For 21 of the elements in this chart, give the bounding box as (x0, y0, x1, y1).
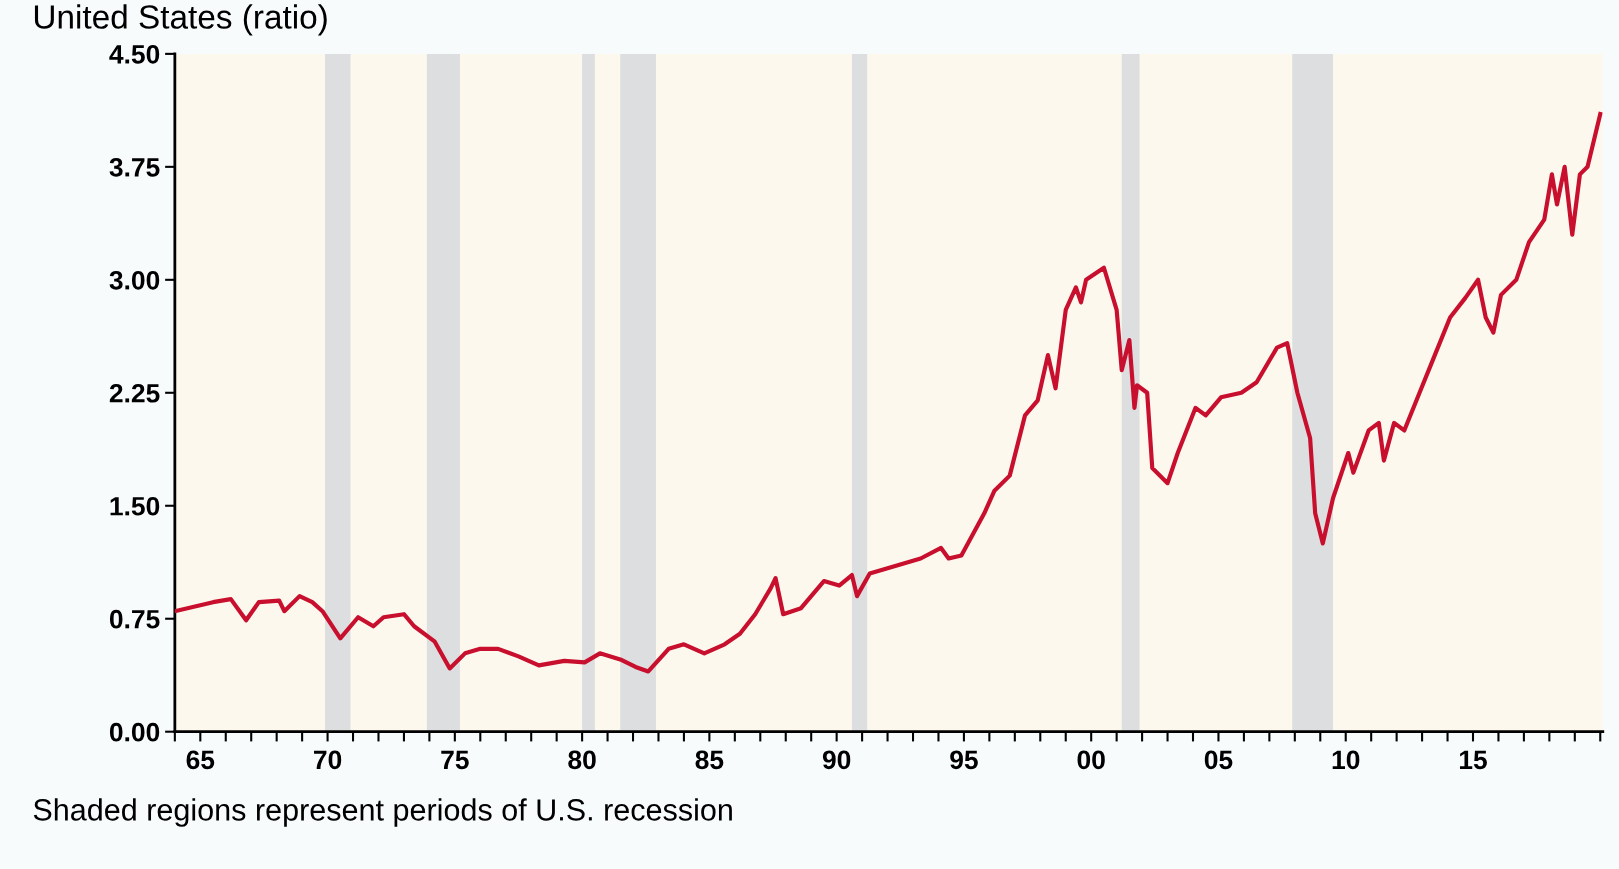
x-tick-label: 15 (1459, 750, 1487, 770)
x-tick-label: 90 (822, 750, 851, 770)
x-tick-label: 10 (1332, 750, 1360, 770)
x-tick-label: 70 (314, 750, 342, 770)
y-tick-label: 0.00 (109, 722, 160, 742)
chart-title: United States (ratio) (34, 4, 327, 36)
x-tick-label: 85 (695, 750, 724, 770)
y-tick-label: 3.75 (109, 157, 160, 177)
y-tick-label: 1.50 (110, 496, 160, 516)
x-tick-label: 80 (568, 750, 596, 770)
y-tick-label: 2.25 (109, 383, 160, 403)
x-tick-label: 95 (950, 750, 978, 770)
line-series (174, 112, 1603, 674)
y-tick-label: 0.75 (109, 609, 160, 629)
x-tick-label: 75 (441, 750, 469, 770)
text: Shaded regions represent periods of U.S. recession (33, 798, 732, 827)
y-tick-label: 4.50 (109, 45, 160, 64)
x-tick-label: 65 (186, 750, 215, 770)
y-tick-label: 3.00 (109, 270, 160, 290)
x-tick-label: 05 (1204, 750, 1233, 770)
x-tick-label: 00 (1077, 750, 1105, 770)
